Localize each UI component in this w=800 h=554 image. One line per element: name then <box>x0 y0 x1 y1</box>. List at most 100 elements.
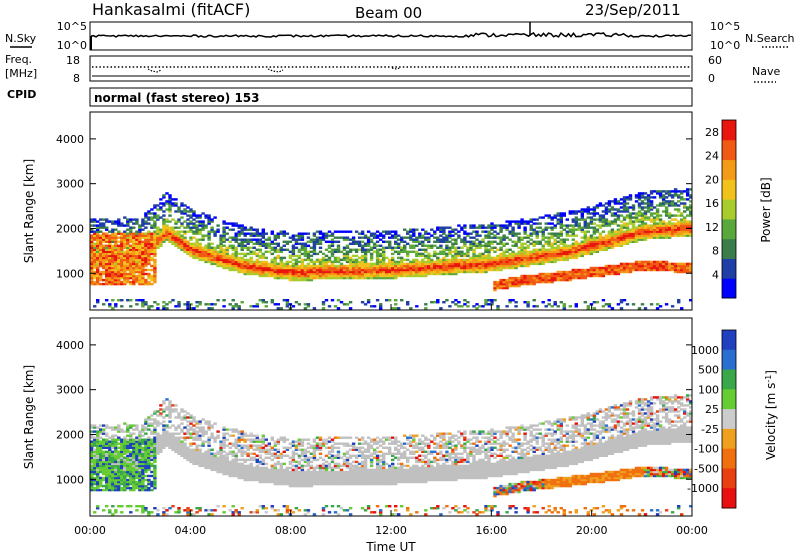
power-cell <box>234 252 238 256</box>
velocity-cell <box>138 458 142 462</box>
power-cell <box>264 268 268 272</box>
power-cell <box>613 198 618 201</box>
power-cell <box>484 226 488 229</box>
power-cell <box>132 264 136 268</box>
velocity-cell <box>138 482 142 486</box>
power-cell <box>499 286 503 290</box>
power-cell <box>363 266 368 270</box>
power-cell <box>619 210 624 213</box>
power-cell <box>505 248 509 251</box>
power-cell <box>526 222 530 225</box>
power-cell <box>457 301 461 304</box>
freq-right-tick-top: 60 <box>708 54 722 67</box>
power-cell <box>496 242 500 245</box>
power-cell <box>550 260 554 264</box>
power-cell <box>243 268 247 272</box>
power-cell <box>397 252 401 256</box>
power-cell <box>550 272 554 276</box>
power-cell <box>511 240 515 243</box>
power-cell <box>394 299 398 302</box>
power-cell <box>213 230 217 233</box>
power-cell <box>664 266 669 270</box>
power-cell <box>466 305 470 308</box>
power-cell <box>677 194 681 197</box>
power-cell <box>261 234 265 237</box>
velocity-cell <box>126 430 130 433</box>
power-cell <box>619 299 624 302</box>
power-cell <box>520 256 524 260</box>
power-cell <box>294 301 299 304</box>
power-cell <box>156 226 160 229</box>
power-cell <box>571 218 575 221</box>
power-cell <box>493 234 497 237</box>
power-cell <box>219 244 223 247</box>
power-cell <box>574 222 578 225</box>
power-cell <box>397 264 401 268</box>
velocity-cell <box>105 468 109 472</box>
power-cell <box>126 256 130 260</box>
power-cell <box>601 266 606 270</box>
power-cell <box>631 238 636 241</box>
power-cell <box>670 224 675 227</box>
velocity-cell <box>93 476 97 480</box>
power-cell <box>625 266 630 270</box>
power-cell <box>445 248 449 251</box>
velocity-cell <box>117 430 121 433</box>
power-cell <box>532 230 536 233</box>
velocity-cell <box>99 478 103 482</box>
power-cell <box>487 258 491 262</box>
power-cell <box>309 272 314 276</box>
velocity-cell <box>138 436 142 439</box>
power-cell <box>686 224 690 227</box>
power-cell <box>523 232 527 235</box>
power-cell <box>677 208 681 211</box>
power-cell <box>213 258 217 262</box>
velocity-cell <box>153 476 157 480</box>
velocity-cell <box>105 472 109 476</box>
velocity-cell <box>105 442 109 445</box>
power-cell <box>415 264 419 268</box>
power-cell <box>147 210 151 213</box>
power-cell <box>622 198 627 201</box>
power-cell <box>646 234 651 237</box>
power-cell <box>132 246 136 249</box>
velocity-cell <box>105 426 109 429</box>
power-cell <box>336 230 341 233</box>
power-cell <box>153 240 157 243</box>
power-cell <box>550 258 554 262</box>
velocity-cell <box>111 438 115 441</box>
power-cell <box>472 262 476 266</box>
power-cell <box>646 224 651 227</box>
power-cell <box>309 240 314 243</box>
power-cell <box>273 246 277 249</box>
power-cell <box>394 242 398 245</box>
power-cell <box>102 266 106 270</box>
velocity-cell <box>105 478 109 482</box>
power-cell <box>324 272 329 276</box>
power-cell <box>661 202 666 205</box>
power-cell <box>228 228 232 231</box>
power-cell <box>228 258 232 262</box>
velocity-cell <box>126 482 130 486</box>
power-cell <box>673 208 678 211</box>
power-cell <box>111 240 115 243</box>
power-cell <box>454 262 458 266</box>
velocity-cell <box>123 486 127 490</box>
power-cell <box>282 240 286 243</box>
power-cell <box>418 270 422 274</box>
power-cell <box>601 224 606 227</box>
power-cell <box>123 254 127 258</box>
velocity-cell <box>150 424 154 427</box>
power-cell <box>90 266 94 270</box>
power-cell <box>427 238 431 241</box>
power-cell <box>394 268 398 272</box>
power-cell <box>129 236 133 239</box>
power-cell <box>622 268 627 272</box>
power-cell <box>484 301 488 304</box>
velocity-cell <box>147 513 151 516</box>
power-cell <box>144 252 148 256</box>
power-cell <box>240 270 244 274</box>
power-cell <box>481 244 485 247</box>
velocity-cell <box>90 442 94 445</box>
